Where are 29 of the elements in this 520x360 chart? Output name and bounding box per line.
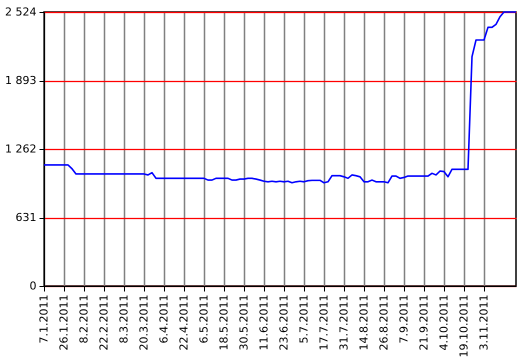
x-tick-label: 6.4.2011 — [158, 294, 170, 344]
x-tick-label: 8.3.2011 — [118, 294, 130, 344]
x-tick-label: 5.7.2011 — [298, 294, 310, 344]
x-tick-label: 22.2.2011 — [98, 294, 110, 350]
x-tick-label: 17.7.2011 — [318, 294, 330, 350]
x-tick-label: 4.10.2011 — [438, 294, 450, 350]
x-tick-label: 3.11.2011 — [478, 294, 490, 350]
x-tick-label: 19.10.2011 — [458, 294, 470, 358]
x-tick-label: 21.9.2011 — [418, 294, 430, 350]
y-tick-label: 1 893 — [5, 74, 36, 87]
x-tick-label: 30.5.2011 — [238, 294, 250, 350]
x-tick-label: 23.6.2011 — [278, 294, 290, 350]
x-tick-label: 20.3.2011 — [138, 294, 150, 350]
x-tick-label: 14.8.2011 — [358, 294, 370, 350]
x-tick-label: 26.8.2011 — [378, 294, 390, 350]
x-tick-label: 8.2.2011 — [78, 294, 90, 344]
x-tick-label: 18.5.2011 — [218, 294, 230, 350]
x-tick-label: 31.7.2011 — [338, 294, 350, 350]
y-tick-label: 2 524 — [5, 6, 36, 18]
x-tick-label: 26.1.2011 — [58, 294, 70, 350]
x-tick-label: 6.5.2011 — [198, 294, 210, 344]
x-tick-label: 22.4.2011 — [178, 294, 190, 350]
y-tick-label: 0 — [30, 280, 36, 292]
y-tick-label: 1 262 — [5, 142, 36, 156]
line-series — [43, 11, 517, 184]
x-tick-label: 7.1.2011 — [38, 294, 50, 344]
y-tick-label: 631 — [16, 211, 36, 224]
x-tick-label: 7.9.2011 — [398, 294, 410, 344]
x-tick-label: 11.6.2011 — [258, 294, 270, 350]
